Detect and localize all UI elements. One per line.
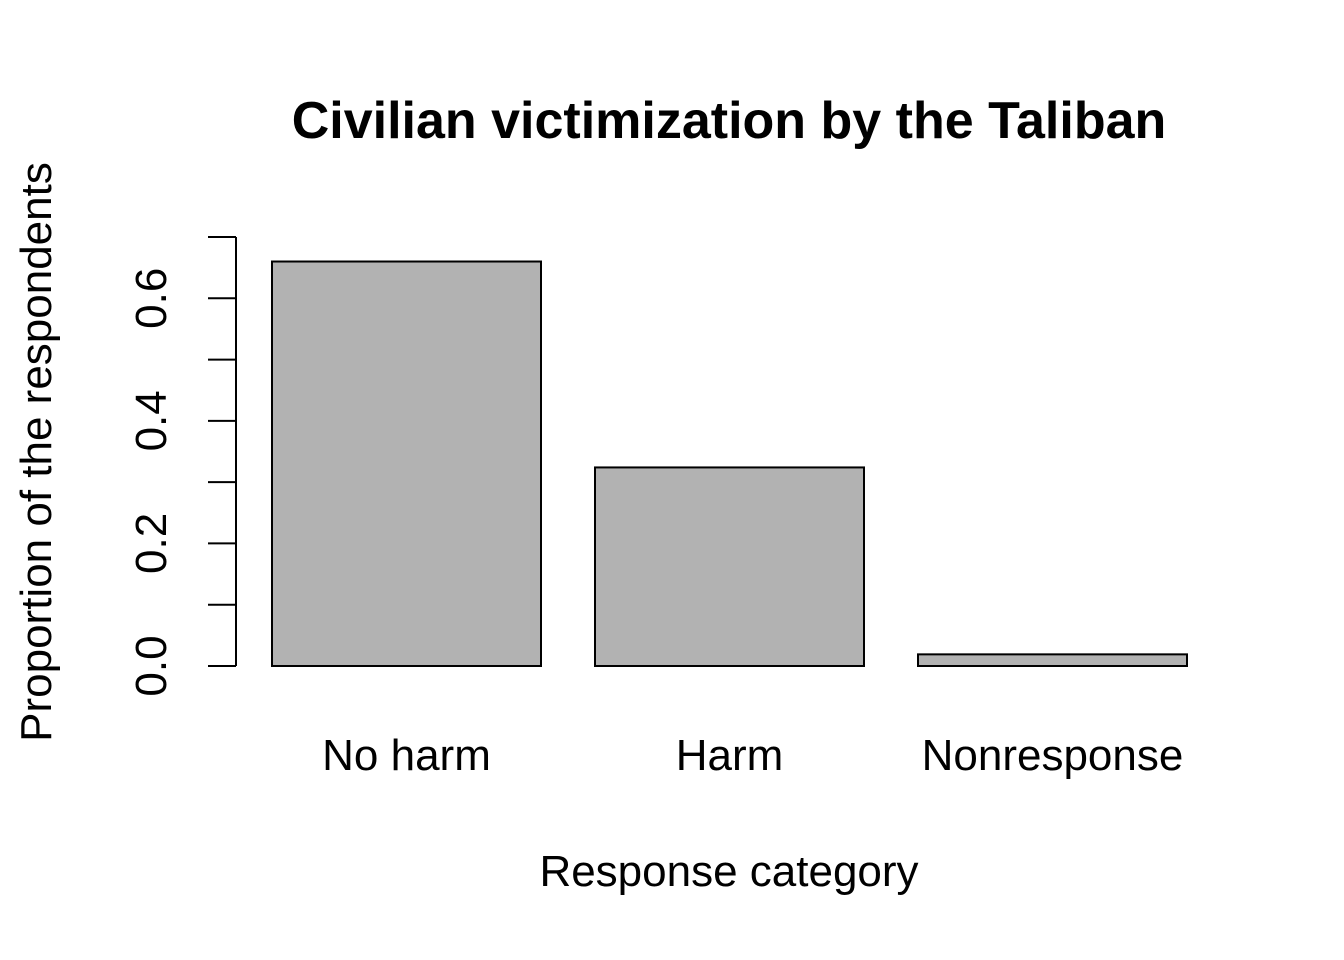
x-axis-label: Response category [539, 847, 918, 896]
bar-harm [594, 466, 865, 667]
x-tick-label: Harm [676, 731, 784, 780]
bars [271, 260, 1188, 667]
bar-nonresponse [917, 653, 1188, 667]
y-axis: 0.0 0.2 0.4 0.6 [127, 235, 237, 697]
bar-no-harm [271, 260, 542, 667]
chart-title: Civilian victimization by the Taliban [292, 92, 1167, 150]
x-tick-label: Nonresponse [922, 731, 1184, 780]
y-tick-label: 0.0 [127, 635, 176, 696]
y-tick-label: 0.2 [127, 513, 176, 574]
y-axis-label: Proportion of the respondents [12, 162, 61, 742]
y-tick-label: 0.6 [127, 268, 176, 329]
y-tick-label: 0.4 [127, 390, 176, 451]
x-tick-label: No harm [322, 731, 491, 780]
x-tick-labels: No harm Harm Nonresponse [322, 731, 1183, 780]
